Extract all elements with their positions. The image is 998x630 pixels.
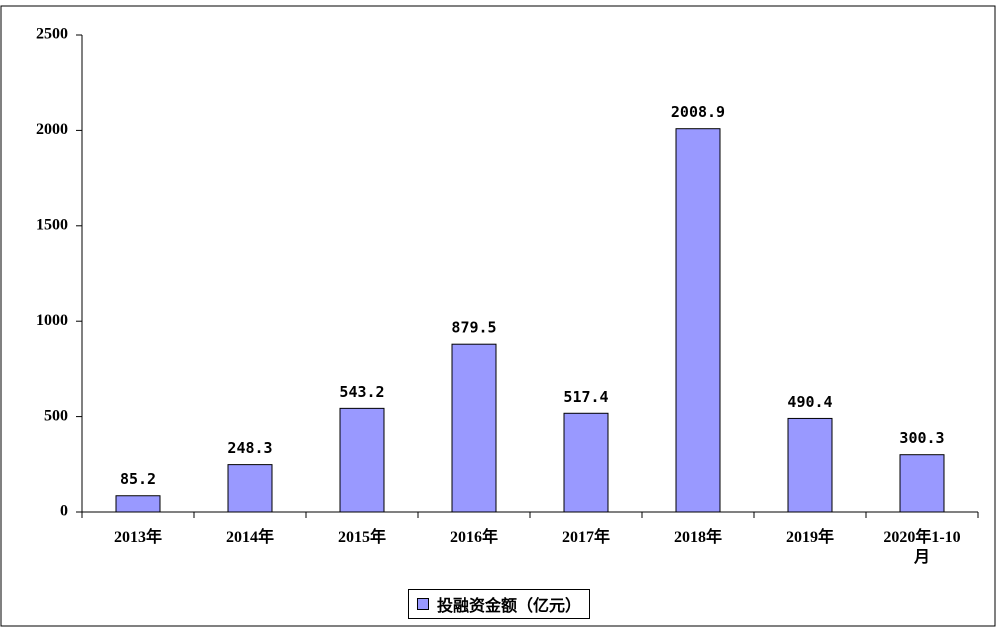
bar — [899, 454, 945, 513]
data-label: 85.2 — [120, 470, 156, 488]
data-label: 2008.9 — [671, 103, 725, 121]
data-label: 300.3 — [899, 429, 944, 447]
bar — [675, 128, 721, 513]
y-tick-label: 0 — [60, 503, 68, 520]
data-label: 517.4 — [563, 388, 608, 406]
bar — [563, 412, 609, 513]
x-tick-label: 2020年1-10月 — [883, 529, 961, 566]
bar — [339, 407, 385, 513]
legend-swatch — [416, 598, 429, 610]
x-tick-label: 2013年 — [113, 529, 162, 546]
bar — [451, 343, 497, 513]
data-label: 879.5 — [451, 319, 496, 337]
data-label: 543.2 — [339, 383, 384, 401]
x-tick-label: 2018年 — [673, 529, 722, 546]
x-tick-label: 2015年 — [337, 529, 386, 546]
y-tick-label: 2000 — [36, 121, 68, 138]
legend-label: 投融资金额（亿元） — [436, 598, 582, 615]
x-tick-label: 2017年 — [561, 529, 610, 546]
x-tick-label: 2019年 — [785, 529, 834, 546]
y-tick-label: 1500 — [36, 216, 68, 233]
x-tick-label: 2014年 — [225, 529, 274, 546]
data-label: 490.4 — [787, 393, 832, 411]
y-tick-label: 2500 — [36, 26, 68, 43]
bar — [227, 464, 273, 513]
y-tick-label: 1000 — [36, 312, 68, 329]
data-label: 248.3 — [227, 439, 272, 457]
legend: 投融资金额（亿元） — [407, 589, 591, 619]
frame — [0, 5, 996, 627]
bar — [115, 495, 161, 513]
y-tick-label: 500 — [44, 407, 68, 424]
x-tick-label: 2016年 — [449, 529, 498, 546]
bar — [787, 417, 833, 513]
